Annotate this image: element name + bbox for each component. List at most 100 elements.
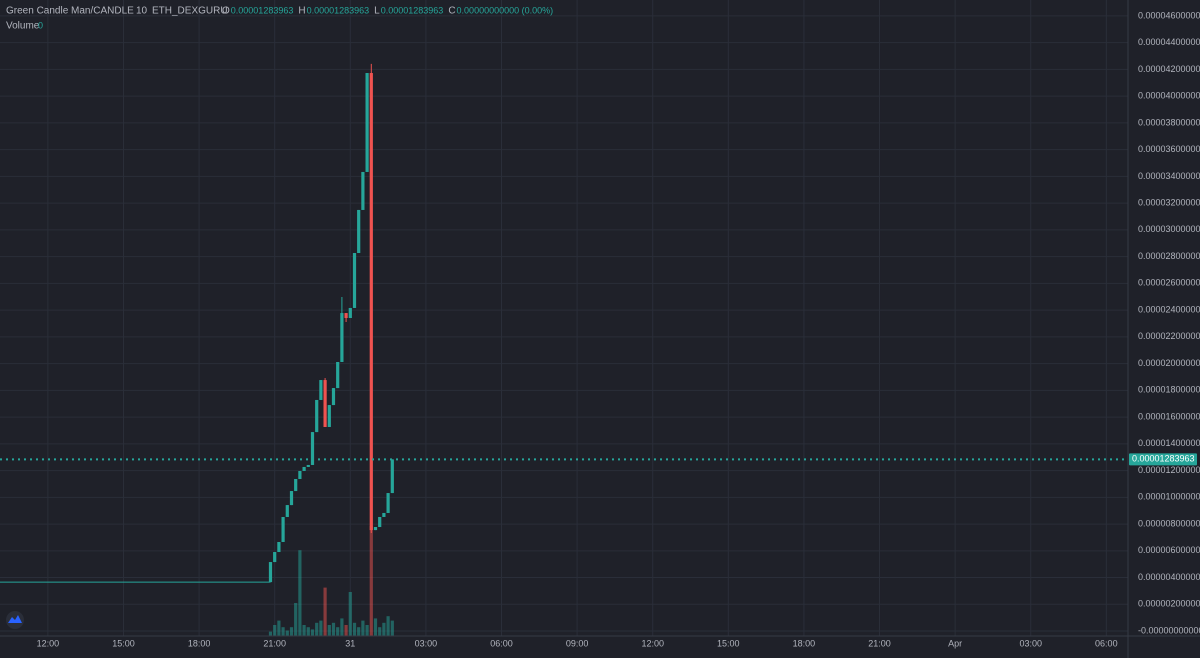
y-tick-label: 0.00004400000 xyxy=(1138,37,1200,47)
x-tick-label: 12:00 xyxy=(37,638,60,648)
candle-body xyxy=(365,73,369,172)
volume-bar xyxy=(336,627,340,636)
ohlc-value: 0.00001283963 xyxy=(231,5,294,15)
volume-bar xyxy=(289,627,294,636)
y-tick-label: 0.00000600000 xyxy=(1138,545,1200,555)
ohlc-key: H xyxy=(298,6,305,17)
volume-bar xyxy=(310,629,315,636)
ohlc-value: 0.00000000000 (0.00%) xyxy=(457,5,554,15)
y-tick-label: 0.00002200000 xyxy=(1138,331,1200,341)
volume-bar xyxy=(386,616,390,636)
y-tick-label: 0.00000200000 xyxy=(1138,599,1200,609)
x-tick-label: Apr xyxy=(948,638,962,648)
y-tick-label: 0.00002400000 xyxy=(1138,304,1200,314)
volume-bar xyxy=(331,622,336,636)
candle-body xyxy=(273,552,277,563)
volume-bar xyxy=(369,526,373,636)
y-tick-label: 0.00004000000 xyxy=(1138,91,1200,101)
candle-body xyxy=(277,541,281,553)
x-tick-label: 06:00 xyxy=(1095,638,1118,648)
candle-body xyxy=(289,491,294,506)
y-tick-label: 0.00002800000 xyxy=(1138,251,1200,261)
y-tick-label: 0.00003200000 xyxy=(1138,198,1200,208)
volume-bar xyxy=(268,631,273,636)
y-tick-label: 0.00001600000 xyxy=(1138,411,1200,421)
candle-body xyxy=(373,527,378,531)
candle-body xyxy=(281,516,285,542)
x-tick-label: 21:00 xyxy=(263,638,286,648)
y-tick-label: -0.00000000000 xyxy=(1138,625,1200,635)
candle-body xyxy=(378,516,382,528)
candle-body xyxy=(319,380,323,400)
candle-body xyxy=(298,470,302,480)
x-tick-label: 09:00 xyxy=(566,638,589,648)
price-tag-label: 0.00001283963 xyxy=(1132,454,1195,464)
volume-bar xyxy=(390,620,394,636)
volume-bar xyxy=(294,603,298,636)
volume-bar xyxy=(373,618,378,636)
header: Green Candle Man/CANDLE 10 ETH_DEXGURU V… xyxy=(6,5,553,31)
candle-body xyxy=(386,493,390,513)
volume-bar xyxy=(352,622,357,636)
candle-body xyxy=(357,209,361,254)
symbol: Green Candle Man/CANDLE xyxy=(6,6,134,17)
y-tick-label: 0.00000400000 xyxy=(1138,572,1200,582)
volume-bar xyxy=(348,592,352,636)
candle-body xyxy=(315,399,319,433)
volume-bar xyxy=(327,625,331,636)
plot xyxy=(0,63,1128,636)
volume-bar xyxy=(344,625,348,636)
y-tick-label: 0.00003600000 xyxy=(1138,144,1200,154)
x-tick-label: 15:00 xyxy=(112,638,135,648)
y-tick-label: 0.00004600000 xyxy=(1138,10,1200,20)
x-tick-label: 18:00 xyxy=(188,638,211,648)
y-tick-label: 0.00003400000 xyxy=(1138,171,1200,181)
volume-bar xyxy=(365,625,369,636)
volume-bar xyxy=(382,622,386,636)
volume-bar xyxy=(378,627,382,636)
volume-bar xyxy=(315,622,319,636)
candle-body xyxy=(327,405,331,427)
candle-body xyxy=(294,479,298,492)
volume-bar xyxy=(357,627,361,636)
x-tick-label: 15:00 xyxy=(717,638,740,648)
price-tag xyxy=(1129,453,1197,466)
logo xyxy=(6,611,24,629)
y-tick-label: 0.00003000000 xyxy=(1138,224,1200,234)
ohlc-value: 0.00001283963 xyxy=(381,5,444,15)
candle-body xyxy=(344,313,348,318)
x-tick-label: 31 xyxy=(345,638,355,648)
candle-body xyxy=(382,512,386,517)
candle-body xyxy=(336,361,340,389)
volume-bar xyxy=(319,620,323,636)
y-tick-label: 0.00002600000 xyxy=(1138,278,1200,288)
candle-body xyxy=(390,459,394,494)
candle-body xyxy=(285,505,289,517)
y-tick-label: 0.00001200000 xyxy=(1138,465,1200,475)
ohlc-key: O xyxy=(222,6,230,17)
interval: 10 xyxy=(136,6,148,17)
x-tick-label: 03:00 xyxy=(415,638,438,648)
candle-body xyxy=(340,313,344,362)
candle-body xyxy=(361,171,365,210)
ohlc-key: L xyxy=(374,6,380,17)
candle-body xyxy=(310,432,315,465)
y-tick-label: 0.00001800000 xyxy=(1138,385,1200,395)
x-tick-label: 03:00 xyxy=(1019,638,1042,648)
exchange: ETH_DEXGURU xyxy=(152,6,228,17)
y-tick-label: 0.00001400000 xyxy=(1138,438,1200,448)
candle-body xyxy=(369,73,373,531)
volume-bar xyxy=(298,550,302,636)
volume-bar xyxy=(277,620,281,636)
volume-bar xyxy=(340,618,344,636)
volume-label: Volume xyxy=(6,21,40,32)
volume-bar xyxy=(281,627,285,636)
volume-bar xyxy=(323,587,327,636)
y-tick-label: 0.00004200000 xyxy=(1138,64,1200,74)
candle-body xyxy=(331,388,336,406)
y-tick-label: 0.00002000000 xyxy=(1138,358,1200,368)
ohlc-key: C xyxy=(448,6,455,17)
x-tick-label: 21:00 xyxy=(868,638,891,648)
